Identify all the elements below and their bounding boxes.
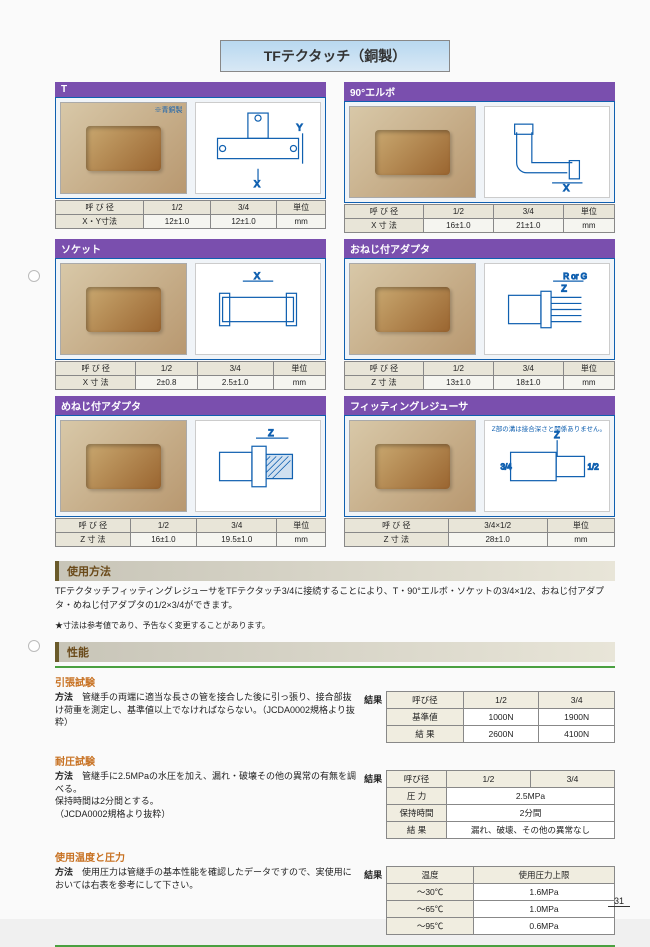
svg-text:X: X bbox=[254, 178, 260, 188]
spec-table: 呼 び 径1/23/4単位X 寸 法2±0.82.5±1.0mm bbox=[55, 361, 326, 390]
dimension-diagram: XY bbox=[195, 102, 322, 194]
diagram-note: Z部の溝は接合深さと関係ありません。 bbox=[492, 423, 606, 433]
spec-table: 呼 び 径1/23/4単位X 寸 法16±1.021±1.0mm bbox=[344, 204, 615, 233]
svg-text:Z: Z bbox=[268, 428, 274, 438]
product-photo bbox=[60, 263, 187, 355]
result-table: 呼び径1/23/4圧 力2.5MPa保持時間2分間結 果漏れ、破壊、その他の異常… bbox=[386, 770, 615, 839]
method-text: 方法 管継手の両端に適当な長さの管を接合した後に引っ張り、接合部抜け荷重を測定し… bbox=[55, 691, 356, 729]
product-grid: T※青銅製XY呼 び 径1/23/4単位X・Y寸法12±1.012±1.0mm9… bbox=[55, 82, 615, 547]
svg-text:X: X bbox=[563, 182, 569, 192]
product-card: T※青銅製XY呼 び 径1/23/4単位X・Y寸法12±1.012±1.0mm bbox=[55, 82, 326, 233]
svg-text:Y: Y bbox=[296, 122, 302, 132]
method-text: 方法 管継手に2.5MPaの水圧を加え、漏れ・破壊その他の異常の有無を調べる。保… bbox=[55, 770, 356, 820]
subsection-title: 耐圧試験 bbox=[55, 753, 615, 768]
result-table: 呼び径1/23/4基準値1000N1900N結 果2600N4100N bbox=[386, 691, 615, 743]
product-photo bbox=[349, 420, 476, 512]
usage-heading: 使用方法 bbox=[55, 561, 615, 581]
product-photo: ※青銅製 bbox=[60, 102, 187, 194]
product-card: 90°エルボ X 呼 び 径1/23/4単位X 寸 法16±1.021±1.0mm bbox=[344, 82, 615, 233]
svg-text:1/2: 1/2 bbox=[587, 462, 599, 471]
svg-text:Z: Z bbox=[561, 283, 567, 293]
product-photo bbox=[60, 420, 187, 512]
spec-table: 呼 び 径3/4×1/2単位Z 寸 法28±1.0mm bbox=[344, 518, 615, 547]
product-name: 90°エルボ bbox=[344, 82, 615, 101]
page-title: TFテクタッチ（銅製） bbox=[220, 40, 450, 72]
dimension-diagram: Z部の溝は接合深さと関係ありません。Z3/41/2 bbox=[484, 420, 611, 512]
product-note: ※青銅製 bbox=[155, 105, 183, 115]
subsection-title: 引張試験 bbox=[55, 674, 615, 689]
dimension-diagram: R or G Z bbox=[484, 263, 611, 355]
product-name: めねじ付アダプタ bbox=[55, 396, 326, 415]
product-photo bbox=[349, 106, 476, 198]
product-name: フィッティングレジューサ bbox=[344, 396, 615, 415]
product-photo bbox=[349, 263, 476, 355]
spec-table: 呼 び 径1/23/4単位Z 寸 法13±1.018±1.0mm bbox=[344, 361, 615, 390]
svg-text:3/4: 3/4 bbox=[500, 462, 512, 471]
svg-text:X: X bbox=[254, 271, 260, 281]
page-number: 31 bbox=[608, 896, 630, 907]
method-text: 方法 使用圧力は管継手の基本性能を確認したデータですので、実使用においては右表を… bbox=[55, 866, 356, 891]
dimension-diagram: Z bbox=[195, 420, 322, 512]
result-label: 結果 bbox=[364, 866, 382, 881]
performance-heading: 性能 bbox=[55, 642, 615, 662]
usage-text: TFテクタッチフィッティングレジューサをTFテクタッチ3/4に接続することにより… bbox=[55, 585, 615, 612]
spec-table: 呼 び 径1/23/4単位Z 寸 法16±1.019.5±1.0mm bbox=[55, 518, 326, 547]
product-name: ソケット bbox=[55, 239, 326, 258]
product-name: T bbox=[55, 82, 326, 97]
subsection-title: 使用温度と圧力 bbox=[55, 849, 615, 864]
result-label: 結果 bbox=[364, 691, 382, 706]
product-card: めねじ付アダプタ Z 呼 び 径1/23/4単位Z 寸 法16±1.019.5±1.… bbox=[55, 396, 326, 547]
result-table: 温度使用圧力上限～30℃1.6MPa～65℃1.0MPa～95℃0.6MPa bbox=[386, 866, 615, 935]
dimension-diagram: X bbox=[484, 106, 611, 198]
svg-text:R or G: R or G bbox=[563, 272, 587, 281]
spec-table: 呼 び 径1/23/4単位X・Y寸法12±1.012±1.0mm bbox=[55, 200, 326, 229]
product-card: ソケット X 呼 び 径1/23/4単位X 寸 法2±0.82.5±1.0mm bbox=[55, 239, 326, 390]
result-label: 結果 bbox=[364, 770, 382, 785]
product-card: おねじ付アダプタ R or G Z 呼 び 径1/23/4単位Z 寸 法13±1.01… bbox=[344, 239, 615, 390]
product-card: フィッティングレジューサZ部の溝は接合深さと関係ありません。Z3/41/2呼 び… bbox=[344, 396, 615, 547]
product-name: おねじ付アダプタ bbox=[344, 239, 615, 258]
dimension-diagram: X bbox=[195, 263, 322, 355]
usage-note: ★寸法は参考値であり、予告なく変更することがあります。 bbox=[55, 620, 615, 632]
